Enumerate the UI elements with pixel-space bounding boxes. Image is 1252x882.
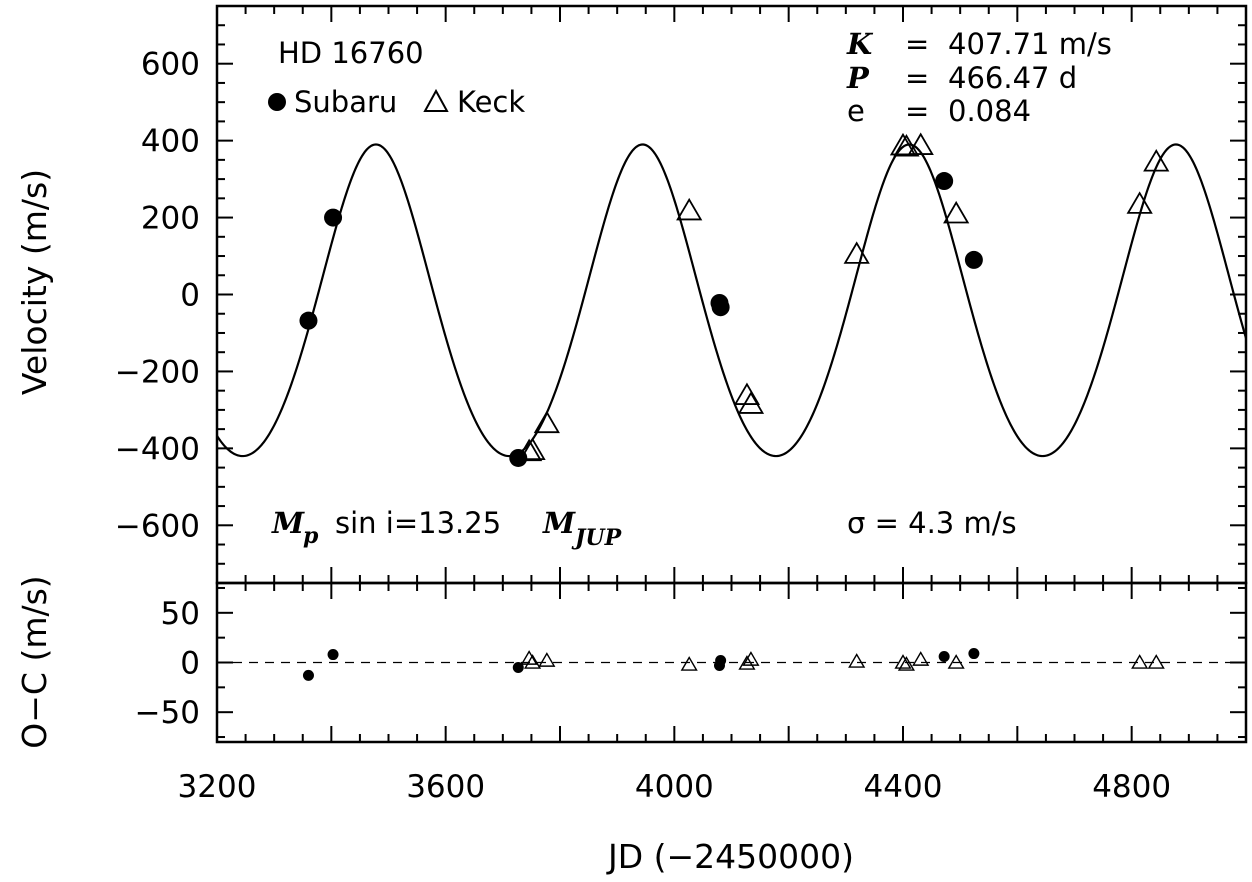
y-tick-label: −600 xyxy=(115,508,200,544)
y-tick-label: −400 xyxy=(115,431,200,467)
keck-point xyxy=(676,197,703,221)
keck-point xyxy=(943,200,970,224)
subaru-point xyxy=(302,669,314,681)
orbital-fit-curve xyxy=(216,143,1248,458)
residual-y-tick-label: −50 xyxy=(135,695,200,731)
subaru-point xyxy=(935,172,954,191)
velocity-data-points xyxy=(299,132,1170,467)
subaru-point xyxy=(715,655,727,667)
keck-point xyxy=(733,382,761,405)
keck-point xyxy=(533,410,560,434)
keck-point xyxy=(907,132,934,155)
subaru-point xyxy=(938,651,950,663)
subaru-point xyxy=(299,311,318,330)
keck-point xyxy=(848,653,866,668)
residual-panel-ticks xyxy=(216,583,1247,742)
keck-point xyxy=(843,241,870,264)
keck-point xyxy=(889,132,917,156)
subaru-point xyxy=(968,648,980,660)
keck-point xyxy=(947,654,965,669)
e-equals: = xyxy=(905,94,929,128)
residual-y-axis-title: O−C (m/s) xyxy=(15,575,54,748)
keck-point xyxy=(894,654,912,669)
keck-point xyxy=(737,391,765,414)
y-tick-label: 600 xyxy=(141,47,200,83)
e-value: 0.084 xyxy=(948,94,1031,128)
residual-y-tick-label: 50 xyxy=(161,596,200,632)
y-tick-label: 0 xyxy=(180,278,200,314)
rms-annotation: σ = 4.3 m/s xyxy=(847,506,1017,540)
k-equals: = xyxy=(905,27,929,61)
subaru-point xyxy=(711,298,730,317)
p-equals: = xyxy=(905,61,929,95)
keck-point xyxy=(1126,191,1153,214)
keck-point xyxy=(897,656,915,671)
residual-y-tick-label: 0 xyxy=(180,646,200,682)
keck-point xyxy=(738,655,756,670)
y-tick-label: 400 xyxy=(141,124,200,160)
velocity-y-axis-title: Velocity (m/s) xyxy=(15,169,54,395)
x-tick-labels: 3200 3600 4000 4400 4800 xyxy=(178,769,1172,805)
keck-point xyxy=(912,651,930,666)
x-axis-title: JD (−2450000) xyxy=(606,837,854,876)
keck-point xyxy=(893,134,920,157)
keck-point xyxy=(516,438,543,462)
keck-point xyxy=(742,651,760,666)
p-value: 466.47 d xyxy=(948,61,1077,95)
x-tick-label: 4400 xyxy=(864,769,943,805)
k-value: 407.71 m/s xyxy=(948,27,1112,61)
subaru-point xyxy=(324,208,343,227)
mass-unit: M xyxy=(542,506,576,540)
x-tick-label: 4800 xyxy=(1092,769,1171,805)
residual-data-points xyxy=(302,648,1165,681)
legend-keck-label: Keck xyxy=(457,85,525,119)
mass-symbol-subscript: p xyxy=(303,523,319,549)
subaru-point xyxy=(327,649,339,661)
keck-point xyxy=(1147,654,1165,669)
k-symbol: K xyxy=(846,27,874,61)
legend: Subaru Keck xyxy=(268,85,525,119)
legend-subaru-label: Subaru xyxy=(294,85,397,119)
mass-value: sin i=13.25 xyxy=(335,506,501,540)
keck-point xyxy=(523,654,542,669)
y-tick-label: −200 xyxy=(115,354,200,390)
keck-point xyxy=(538,652,556,667)
keck-point xyxy=(520,650,538,665)
orbit-parameters: K = 407.71 m/s P = 466.47 d e = 0.084 xyxy=(846,27,1112,128)
residual-y-tick-labels: −50 0 50 xyxy=(135,596,200,731)
keck-point xyxy=(680,656,698,671)
x-tick-label: 4000 xyxy=(635,769,714,805)
keck-point xyxy=(1143,149,1170,172)
star-name-label: HD 16760 xyxy=(278,36,424,70)
mass-symbol: M xyxy=(271,506,305,540)
x-tick-label: 3600 xyxy=(406,769,485,805)
legend-keck-marker xyxy=(423,88,449,112)
e-symbol: e xyxy=(847,94,865,128)
mass-annotation: M p sin i=13.25 M JUP xyxy=(271,506,623,551)
subaru-point xyxy=(964,250,983,269)
p-symbol: P xyxy=(846,61,870,95)
x-tick-label: 3200 xyxy=(178,769,257,805)
velocity-y-tick-labels: −600 −400 −200 0 200 400 600 xyxy=(115,47,200,545)
mass-unit-subscript: JUP xyxy=(571,525,623,551)
y-tick-label: 200 xyxy=(141,201,200,237)
keck-point xyxy=(1131,654,1149,669)
keck-point xyxy=(519,437,546,460)
legend-subaru-marker xyxy=(268,93,286,111)
